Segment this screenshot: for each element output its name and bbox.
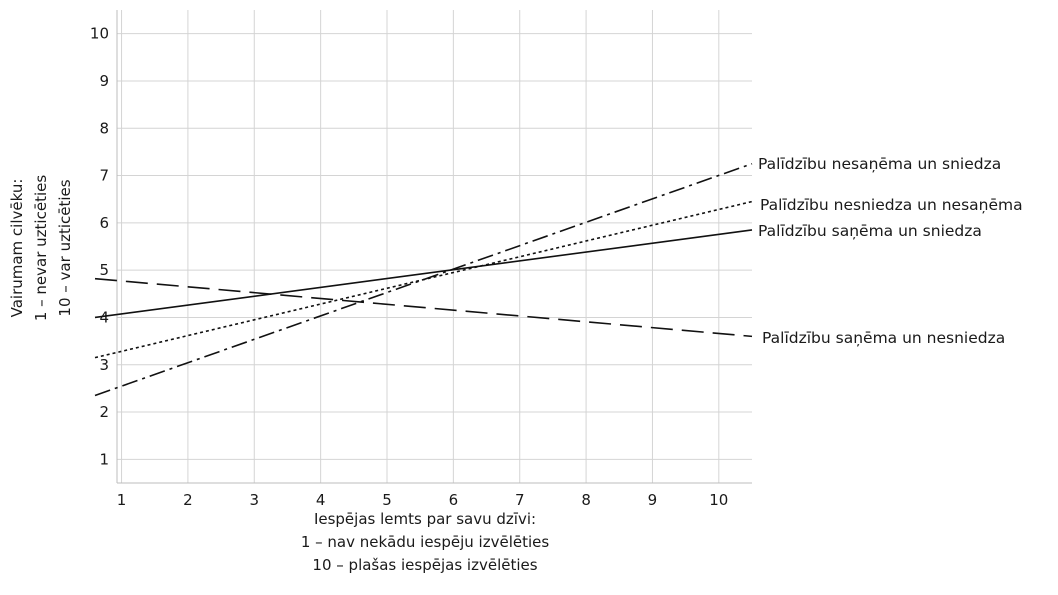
- x-tick-label: 2: [183, 491, 193, 509]
- series-label-3: Palīdzību saņēma un sniedza: [758, 222, 982, 240]
- y-axis-title: Vairumam cilvēku: 1 – nevar uzticēties 10 …: [8, 175, 74, 322]
- y-tick-label: 1: [99, 450, 109, 468]
- y-tick-label: 2: [99, 403, 109, 421]
- y-tick-labels: 1 2 3 4 5 6 7 8 9 10: [90, 25, 109, 469]
- x-tick-label: 4: [316, 491, 326, 509]
- series-labels: Palīdzību nesaņēma un sniedza Palīdzību n…: [758, 155, 1023, 347]
- y-tick-label: 3: [99, 356, 109, 374]
- series-label-2: Palīdzību nesniedza un nesaņēma: [760, 196, 1023, 214]
- x-axis-title-line: Iespējas lemts par savu dzīvi:: [314, 510, 536, 528]
- axes: [116, 10, 752, 484]
- x-tick-label: 6: [449, 491, 459, 509]
- series-lines: [94, 162, 753, 397]
- x-tick-label: 5: [382, 491, 392, 509]
- x-axis-title: Iespējas lemts par savu dzīvi: 1 – nav ne…: [301, 510, 550, 574]
- y-axis-title-line: 10 – var uzticēties: [56, 179, 74, 316]
- series-label-4: Palīdzību saņēma un nesniedza: [762, 329, 1005, 347]
- y-tick-label: 7: [99, 167, 109, 185]
- x-tick-label: 8: [581, 491, 591, 509]
- x-axis-title-line: 1 – nav nekādu iespēju izvēlēties: [301, 533, 550, 551]
- series-line-2: [94, 200, 753, 359]
- x-tick-label: 9: [648, 491, 658, 509]
- y-tick-label: 9: [99, 72, 109, 90]
- x-tick-label: 3: [249, 491, 259, 509]
- y-tick-label: 5: [99, 261, 109, 279]
- series-line-4: [94, 277, 753, 338]
- y-tick-label: 8: [99, 119, 109, 137]
- series-label-1: Palīdzību nesaņēma un sniedza: [758, 155, 1001, 173]
- grid: [117, 10, 752, 483]
- x-tick-labels: 1 2 3 4 5 6 7 8 9 10: [117, 491, 729, 509]
- y-tick-label: 4: [99, 308, 109, 326]
- x-tick-label: 1: [117, 491, 127, 509]
- y-axis-title-line: 1 – nevar uzticēties: [32, 175, 50, 322]
- x-tick-label: 7: [515, 491, 525, 509]
- y-tick-label: 10: [90, 25, 109, 43]
- x-axis-title-line: 10 – plašas iespējas izvēlēties: [312, 556, 537, 574]
- y-axis-title-line: Vairumam cilvēku:: [8, 179, 26, 318]
- series-line-3: [94, 229, 753, 319]
- x-tick-label: 10: [709, 491, 728, 509]
- y-tick-label: 6: [99, 214, 109, 232]
